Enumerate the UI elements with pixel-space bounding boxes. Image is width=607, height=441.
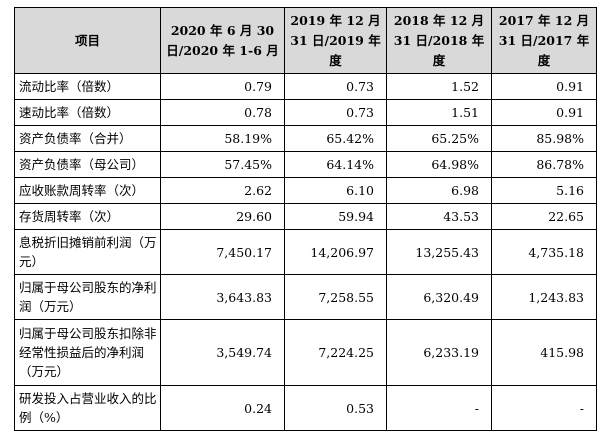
table-row: 资产负债率（合并） 58.19% 65.42% 65.25% 85.98% [14,125,597,152]
cell-value: 57.45% [160,151,285,178]
cell-value: 64.98% [386,151,492,178]
row-label: 研发投入占营业收入的比例（%） [14,385,161,431]
cell-value: 7,450.17 [160,229,285,275]
cell-value: 4,735.18 [491,229,597,275]
table-row: 归属于母公司股东的净利润（万元） 3,643.83 7,258.55 6,320… [14,274,597,320]
cell-value: 86.78% [491,151,597,178]
header-2019: 2019 年 12 月 31 日/2019 年度 [284,7,387,74]
cell-value: 0.91 [491,73,597,100]
cell-value: 29.60 [160,203,285,230]
cell-value: 6.98 [386,177,492,204]
financial-indicators-table: 项目 2020 年 6 月 30 日/2020 年 1-6 月 2019 年 1… [14,7,597,431]
cell-value: 3,643.83 [160,274,285,320]
cell-value: 22.65 [491,203,597,230]
cell-value: 0.53 [284,385,387,431]
table-row: 资产负债率（母公司） 57.45% 64.14% 64.98% 86.78% [14,151,597,178]
cell-value: 2.62 [160,177,285,204]
cell-value: 59.94 [284,203,387,230]
row-label: 归属于母公司股东扣除非经常性损益后的净利润（万元） [14,319,161,386]
table-row: 存货周转率（次） 29.60 59.94 43.53 22.65 [14,203,597,230]
cell-value: 0.24 [160,385,285,431]
table-row: 速动比率（倍数） 0.78 0.73 1.51 0.91 [14,99,597,126]
cell-value: 65.25% [386,125,492,152]
cell-value: 0.78 [160,99,285,126]
cell-value: 7,224.25 [284,319,387,386]
cell-value: 1.51 [386,99,492,126]
cell-value: 7,258.55 [284,274,387,320]
cell-value: 6,233.19 [386,319,492,386]
cell-value: 64.14% [284,151,387,178]
cell-value: 6.10 [284,177,387,204]
row-label: 资产负债率（母公司） [14,151,161,178]
header-2020h1: 2020 年 6 月 30 日/2020 年 1-6 月 [160,7,285,74]
row-label: 流动比率（倍数） [14,73,161,100]
cell-value: 0.73 [284,99,387,126]
cell-value: - [386,385,492,431]
row-label: 速动比率（倍数） [14,99,161,126]
cell-value: 43.53 [386,203,492,230]
header-2017: 2017 年 12 月 31 日/2017 年度 [491,7,597,74]
row-label: 归属于母公司股东的净利润（万元） [14,274,161,320]
cell-value: 6,320.49 [386,274,492,320]
cell-value: 14,206.97 [284,229,387,275]
cell-value: 1,243.83 [491,274,597,320]
table-row: 应收账款周转率（次） 2.62 6.10 6.98 5.16 [14,177,597,204]
header-item: 项目 [14,7,161,74]
cell-value: 0.73 [284,73,387,100]
cell-value: 58.19% [160,125,285,152]
table-row: 研发投入占营业收入的比例（%） 0.24 0.53 - - [14,385,597,431]
table-row: 归属于母公司股东扣除非经常性损益后的净利润（万元） 3,549.74 7,224… [14,319,597,386]
row-label: 息税折旧摊销前利润（万元） [14,229,161,275]
cell-value: 0.79 [160,73,285,100]
cell-value: 0.91 [491,99,597,126]
cell-value: 3,549.74 [160,319,285,386]
row-label: 应收账款周转率（次） [14,177,161,204]
header-row: 项目 2020 年 6 月 30 日/2020 年 1-6 月 2019 年 1… [14,7,597,74]
cell-value: 415.98 [491,319,597,386]
row-label: 存货周转率（次） [14,203,161,230]
cell-value: 85.98% [491,125,597,152]
table-row: 流动比率（倍数） 0.79 0.73 1.52 0.91 [14,73,597,100]
cell-value: 1.52 [386,73,492,100]
header-2018: 2018 年 12 月 31 日/2018 年度 [386,7,492,74]
cell-value: 65.42% [284,125,387,152]
cell-value: - [491,385,597,431]
table-row: 息税折旧摊销前利润（万元） 7,450.17 14,206.97 13,255.… [14,229,597,275]
cell-value: 5.16 [491,177,597,204]
cell-value: 13,255.43 [386,229,492,275]
row-label: 资产负债率（合并） [14,125,161,152]
